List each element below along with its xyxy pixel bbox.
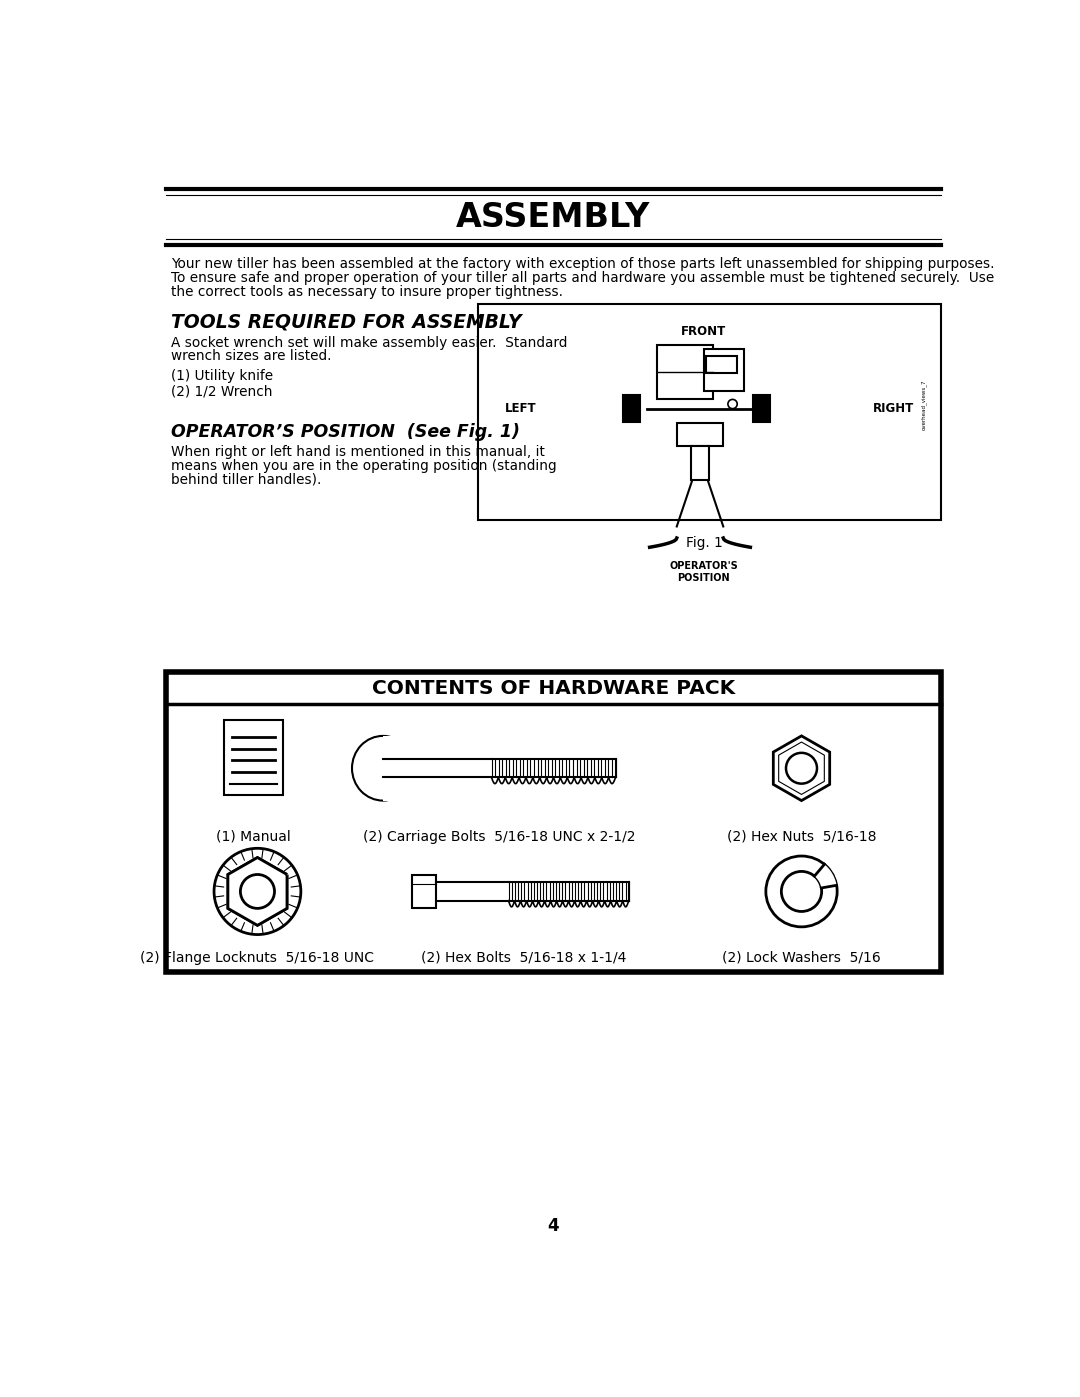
Ellipse shape [352,736,414,800]
Text: wrench sizes are listed.: wrench sizes are listed. [172,349,332,363]
Text: (2) Carriage Bolts  5/16-18 UNC x 2-1/2: (2) Carriage Bolts 5/16-18 UNC x 2-1/2 [363,830,635,844]
Bar [622,395,639,422]
Bar [225,719,283,795]
Bar [691,446,710,481]
Text: LEFT: LEFT [504,402,537,415]
Polygon shape [814,865,837,888]
Circle shape [786,753,816,784]
Text: When right or left hand is mentioned in this manual, it: When right or left hand is mentioned in … [172,444,545,458]
Text: RIGHT: RIGHT [873,402,914,415]
Bar [411,876,436,908]
Polygon shape [228,858,287,925]
Text: A socket wrench set will make assembly easier.  Standard: A socket wrench set will make assembly e… [172,335,568,349]
Circle shape [241,875,274,908]
Text: To ensure safe and proper operation of your tiller all parts and hardware you as: To ensure safe and proper operation of y… [172,271,995,285]
Polygon shape [779,742,824,795]
Text: (1) Manual: (1) Manual [216,830,291,844]
Text: 4: 4 [548,1217,559,1235]
Bar [658,345,713,398]
Text: (2) Flange Locknuts  5/16-18 UNC: (2) Flange Locknuts 5/16-18 UNC [140,951,375,965]
Polygon shape [228,858,287,925]
Bar [677,422,724,446]
Circle shape [766,856,837,926]
Circle shape [728,400,738,409]
Text: (1) Utility knife: (1) Utility knife [172,369,273,383]
Circle shape [214,848,301,935]
Bar [706,356,738,373]
Circle shape [781,872,822,911]
Text: (2) Hex Nuts  5/16-18: (2) Hex Nuts 5/16-18 [727,830,876,844]
Text: TOOLS REQUIRED FOR ASSEMBLY: TOOLS REQUIRED FOR ASSEMBLY [172,313,522,331]
Text: overhead_views_7: overhead_views_7 [921,380,927,430]
Text: (2) 1/2 Wrench: (2) 1/2 Wrench [172,384,273,398]
Text: OPERATOR’S POSITION  (See Fig. 1): OPERATOR’S POSITION (See Fig. 1) [172,423,521,441]
Text: behind tiller handles).: behind tiller handles). [172,472,322,486]
Text: CONTENTS OF HARDWARE PACK: CONTENTS OF HARDWARE PACK [372,679,735,697]
Text: Your new tiller has been assembled at the factory with exception of those parts : Your new tiller has been assembled at th… [172,257,995,271]
Text: the correct tools as necessary to insure proper tightness.: the correct tools as necessary to insure… [172,285,564,299]
Bar [166,672,941,972]
Bar [383,736,416,800]
Text: OPERATOR'S
POSITION: OPERATOR'S POSITION [670,562,739,583]
Text: Fig. 1: Fig. 1 [686,536,723,550]
Text: (2) Hex Bolts  5/16-18 x 1-1/4: (2) Hex Bolts 5/16-18 x 1-1/4 [421,951,626,965]
Bar [704,349,744,391]
Text: (2) Lock Washers  5/16: (2) Lock Washers 5/16 [723,951,881,965]
Bar [477,305,941,520]
Polygon shape [773,736,829,800]
Text: FRONT: FRONT [681,326,727,338]
Bar [383,759,491,778]
Bar [753,395,770,422]
Text: ASSEMBLY: ASSEMBLY [457,201,650,235]
Text: means when you are in the operating position (standing: means when you are in the operating posi… [172,458,557,472]
